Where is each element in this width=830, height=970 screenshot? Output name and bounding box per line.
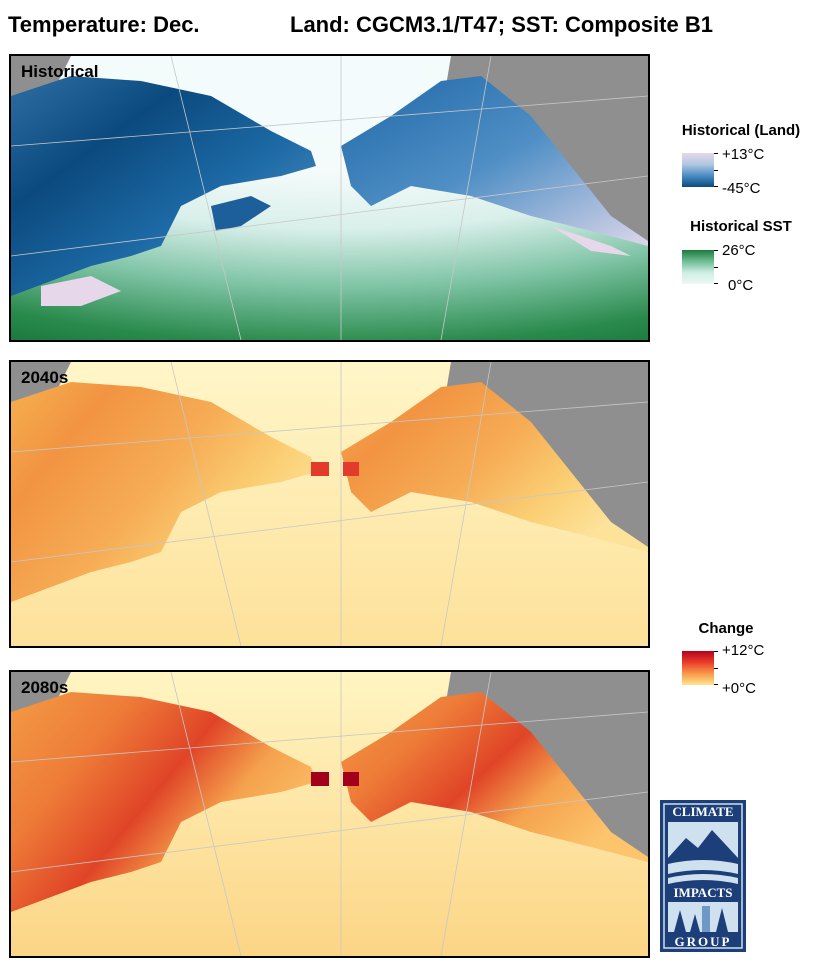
logo-text-climate: CLIMATE bbox=[672, 804, 734, 819]
legend-min-historical-land: -45°C bbox=[722, 180, 761, 197]
map-title: Temperature: Dec. bbox=[8, 12, 200, 37]
colorbar-change bbox=[682, 651, 714, 685]
legend-max-historical-sst: 26°C bbox=[722, 242, 756, 259]
historical-map-panel: Historical bbox=[9, 54, 650, 342]
colorbar-historical-sst bbox=[682, 250, 714, 284]
tick-mark bbox=[714, 684, 718, 685]
legend-max-change: +12°C bbox=[722, 642, 765, 659]
tick-mark bbox=[714, 186, 718, 187]
tick-mark bbox=[714, 651, 718, 652]
tick-mark bbox=[714, 267, 718, 268]
map-2040s bbox=[11, 362, 648, 646]
tick-mark bbox=[714, 668, 718, 669]
panel-label-2040s: 2040s bbox=[21, 368, 69, 387]
map-2080s-panel: 2080s bbox=[9, 670, 650, 958]
map-2040s-panel: 2040s bbox=[9, 360, 650, 648]
legend-title-historical-sst: Historical SST bbox=[690, 218, 792, 235]
panel-label-historical: Historical bbox=[21, 62, 99, 81]
legend-title-historical-land: Historical (Land) bbox=[681, 122, 801, 139]
tick-mark bbox=[714, 170, 718, 171]
logo-text-group: GROUP bbox=[674, 934, 732, 949]
colorbar-historical-land bbox=[682, 153, 714, 187]
tick-mark bbox=[714, 283, 718, 284]
legend-title-change: Change bbox=[698, 620, 754, 637]
climate-impacts-group-logo bbox=[660, 800, 746, 952]
model-subtitle: Land: CGCM3.1/T47; SST: Composite B1 bbox=[290, 12, 713, 37]
tick-mark bbox=[714, 250, 718, 251]
panel-label-2080s: 2080s bbox=[21, 678, 69, 697]
legend-min-change: +0°C bbox=[722, 680, 756, 697]
legend-max-historical-land: +13°C bbox=[722, 146, 765, 163]
logo-text-impacts: IMPACTS bbox=[673, 885, 733, 900]
historical-map bbox=[11, 56, 648, 340]
legend-min-historical-sst: 0°C bbox=[728, 277, 754, 294]
map-2080s bbox=[11, 672, 648, 956]
tick-mark bbox=[714, 153, 718, 154]
